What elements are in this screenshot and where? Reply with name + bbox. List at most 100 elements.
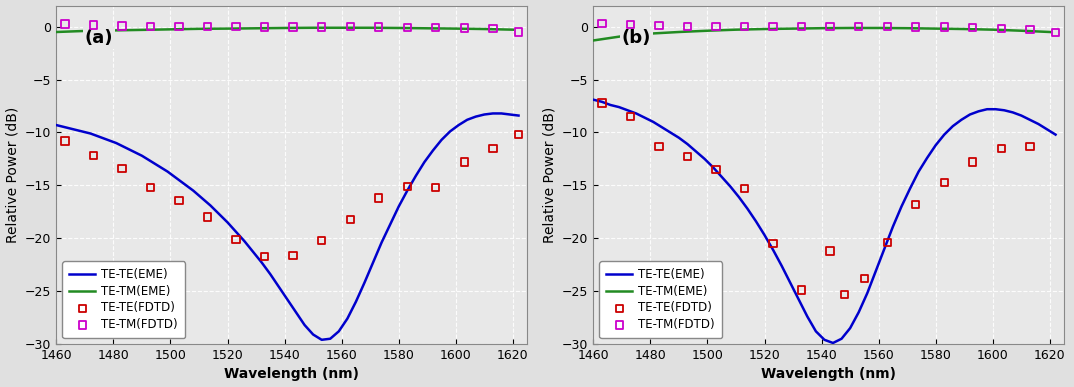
TE-TE(FDTD) <box>114 165 131 171</box>
TE-TE(FDTD) <box>484 145 502 151</box>
TE-TE(FDTD) <box>371 195 388 201</box>
TE-TM(EME) <box>307 26 320 30</box>
TE-TE(FDTD) <box>736 185 753 192</box>
Legend: TE-TE(EME), TE-TM(EME), TE-TE(FDTD), TE-TM(FDTD): TE-TE(EME), TE-TM(EME), TE-TE(FDTD), TE-… <box>599 261 722 338</box>
TE-TE(FDTD) <box>856 276 873 282</box>
TE-TE(FDTD) <box>314 237 331 243</box>
TE-TM(EME) <box>672 30 685 34</box>
TE-TE(EME) <box>316 337 329 342</box>
TE-TM(FDTD) <box>935 24 953 30</box>
TE-TE(EME) <box>758 233 771 237</box>
TE-TM(EME) <box>815 26 828 31</box>
TE-TE(FDTD) <box>427 184 445 190</box>
TE-TM(FDTD) <box>142 23 159 29</box>
TE-TE(EME) <box>221 220 234 225</box>
TE-TE(FDTD) <box>836 291 853 298</box>
TE-TM(FDTD) <box>622 22 639 28</box>
TE-TE(EME) <box>512 113 525 118</box>
TE-TM(EME) <box>644 31 657 36</box>
TE-TE(FDTD) <box>992 145 1010 151</box>
TE-TM(EME) <box>615 34 628 39</box>
Legend: TE-TE(EME), TE-TM(EME), TE-TE(FDTD), TE-TM(FDTD): TE-TE(EME), TE-TM(EME), TE-TE(FDTD), TE-… <box>62 261 185 338</box>
Line: TE-TE(EME): TE-TE(EME) <box>593 100 1056 343</box>
TE-TE(EME) <box>672 135 685 140</box>
TE-TM(EME) <box>392 26 405 30</box>
X-axis label: Wavelength (nm): Wavelength (nm) <box>224 367 359 382</box>
TE-TM(FDTD) <box>114 23 131 29</box>
TE-TM(EME) <box>221 26 234 31</box>
TE-TE(FDTD) <box>765 240 782 247</box>
TE-TM(EME) <box>786 26 799 31</box>
TE-TE(FDTD) <box>171 197 188 203</box>
TE-TM(FDTD) <box>285 24 302 30</box>
TE-TM(FDTD) <box>1047 29 1064 36</box>
Text: (a): (a) <box>85 29 113 47</box>
TE-TM(EME) <box>249 26 262 31</box>
TE-TE(FDTD) <box>708 166 725 173</box>
TE-TM(EME) <box>164 27 177 32</box>
TE-TM(FDTD) <box>708 23 725 29</box>
TE-TM(EME) <box>49 30 62 34</box>
TE-TM(EME) <box>586 38 599 43</box>
TE-TM(FDTD) <box>398 24 416 30</box>
TE-TE(FDTD) <box>199 214 216 220</box>
TE-TM(EME) <box>449 26 462 31</box>
TE-TE(EME) <box>469 114 482 119</box>
TE-TM(EME) <box>844 26 857 30</box>
Y-axis label: Relative Power (dB): Relative Power (dB) <box>5 107 19 243</box>
TE-TM(FDTD) <box>593 21 610 27</box>
Line: TE-TM(EME): TE-TM(EME) <box>593 28 1049 41</box>
TE-TE(FDTD) <box>593 100 610 106</box>
TE-TM(EME) <box>135 27 148 32</box>
TE-TM(EME) <box>986 27 999 32</box>
TE-TE(EME) <box>1049 132 1062 137</box>
Line: TE-TE(EME): TE-TE(EME) <box>56 113 519 340</box>
Text: (b): (b) <box>622 29 651 47</box>
TE-TE(FDTD) <box>879 240 896 246</box>
TE-TE(FDTD) <box>228 236 245 242</box>
TE-TE(FDTD) <box>622 113 639 120</box>
TE-TE(EME) <box>135 153 148 158</box>
TE-TM(FDTD) <box>199 24 216 30</box>
TE-TM(FDTD) <box>85 22 102 28</box>
TE-TM(EME) <box>1015 28 1028 33</box>
TE-TM(EME) <box>107 28 120 33</box>
TE-TM(EME) <box>901 26 914 31</box>
TE-TE(FDTD) <box>142 184 159 190</box>
X-axis label: Wavelength (nm): Wavelength (nm) <box>761 367 896 382</box>
TE-TM(FDTD) <box>679 23 696 29</box>
TE-TM(FDTD) <box>964 24 982 31</box>
TE-TM(EME) <box>701 28 714 33</box>
TE-TM(EME) <box>958 27 971 31</box>
TE-TE(FDTD) <box>342 216 359 222</box>
TE-TE(EME) <box>101 137 114 142</box>
TE-TE(EME) <box>638 115 651 120</box>
TE-TE(FDTD) <box>679 154 696 160</box>
TE-TE(FDTD) <box>793 287 810 293</box>
TE-TM(EME) <box>758 27 771 31</box>
TE-TM(FDTD) <box>228 24 245 30</box>
TE-TM(FDTD) <box>879 24 896 30</box>
TE-TM(EME) <box>278 26 291 30</box>
Y-axis label: Relative Power (dB): Relative Power (dB) <box>542 107 556 243</box>
TE-TM(FDTD) <box>484 26 502 32</box>
TE-TM(FDTD) <box>256 24 273 30</box>
TE-TE(FDTD) <box>256 253 273 259</box>
TE-TE(FDTD) <box>822 248 839 254</box>
TE-TM(EME) <box>78 29 91 33</box>
TE-TE(FDTD) <box>510 132 527 138</box>
TE-TM(FDTD) <box>371 24 388 30</box>
TE-TM(EME) <box>421 26 434 31</box>
TE-TE(FDTD) <box>935 179 953 185</box>
TE-TM(FDTD) <box>992 25 1010 31</box>
TE-TM(FDTD) <box>427 24 445 31</box>
TE-TM(EME) <box>478 27 491 31</box>
TE-TM(EME) <box>729 27 742 32</box>
TE-TM(EME) <box>506 27 519 32</box>
TE-TE(EME) <box>1041 127 1054 132</box>
TE-TE(FDTD) <box>908 201 925 207</box>
TE-TE(FDTD) <box>455 159 473 165</box>
TE-TE(EME) <box>49 123 62 127</box>
TE-TE(FDTD) <box>398 183 416 190</box>
TE-TM(FDTD) <box>651 22 668 29</box>
